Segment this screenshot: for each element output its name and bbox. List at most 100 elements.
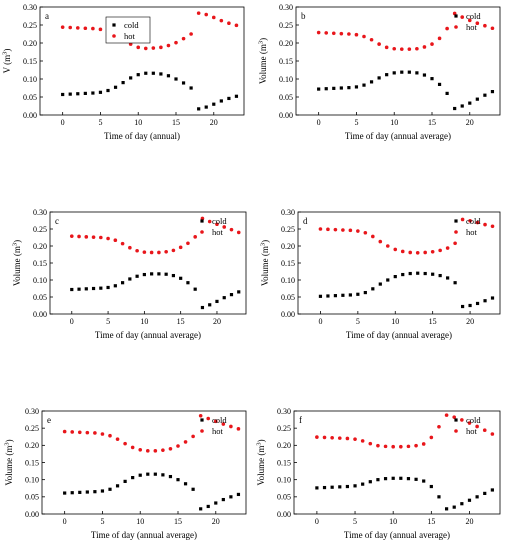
data-point-cold xyxy=(236,492,241,497)
data-point-hot xyxy=(322,435,327,440)
x-tick-label: 10 xyxy=(390,118,398,127)
data-point-hot xyxy=(385,244,390,248)
x-axis-title: Time of day (annual average) xyxy=(91,530,197,540)
y-tick-label: 0.20 xyxy=(277,441,291,450)
x-tick-label: 20 xyxy=(466,118,474,127)
data-point-hot xyxy=(161,448,165,452)
x-tick-label: 5 xyxy=(100,517,104,526)
data-point-cold xyxy=(326,294,330,298)
data-point-hot xyxy=(181,36,186,41)
data-point-cold xyxy=(222,296,226,300)
y-tick-label: 0.10 xyxy=(281,276,295,285)
legend-label-cold: cold xyxy=(466,216,481,226)
data-point-cold xyxy=(407,70,411,74)
data-point-hot xyxy=(475,424,479,429)
data-point-cold xyxy=(368,480,372,484)
legend-marker-cold xyxy=(454,14,458,18)
y-axis-title-sup: 3 xyxy=(256,442,263,445)
data-point-cold xyxy=(215,299,219,304)
data-point-hot xyxy=(337,436,342,440)
data-point-cold xyxy=(378,282,382,286)
data-point-cold xyxy=(415,71,419,75)
y-axis-title-main: Volume (m xyxy=(258,44,268,84)
data-point-cold xyxy=(416,271,420,275)
legend-label-cold: cold xyxy=(212,415,227,425)
data-point-cold xyxy=(393,275,397,279)
data-point-cold xyxy=(401,272,405,277)
data-point-hot xyxy=(100,432,105,436)
data-point-cold xyxy=(229,293,234,297)
data-point-cold xyxy=(408,271,412,276)
series-hot xyxy=(318,217,495,255)
data-point-cold xyxy=(362,83,366,87)
data-point-cold xyxy=(399,476,403,480)
data-point-hot xyxy=(475,220,480,225)
data-point-hot xyxy=(445,246,450,250)
data-point-hot xyxy=(415,251,420,255)
data-point-hot xyxy=(444,413,449,417)
data-point-cold xyxy=(208,303,212,307)
data-point-hot xyxy=(326,227,330,232)
data-point-hot xyxy=(490,224,495,229)
data-point-cold xyxy=(174,77,178,81)
data-point-hot xyxy=(391,444,395,449)
y-tick-label: 0.15 xyxy=(33,259,47,268)
data-point-hot xyxy=(399,47,404,51)
data-point-cold xyxy=(332,86,336,90)
y-axis-title: Volume (m3) xyxy=(258,38,269,84)
data-point-hot xyxy=(171,248,176,253)
x-tick-label: 0 xyxy=(70,317,74,326)
x-axis-title: Time of day (annual) xyxy=(104,131,180,141)
data-point-hot xyxy=(408,250,413,255)
data-point-cold xyxy=(353,484,357,488)
data-point-cold xyxy=(179,276,183,280)
data-point-hot xyxy=(483,222,487,227)
legend-marker-cold xyxy=(112,23,116,27)
x-tick-label: 5 xyxy=(106,317,110,326)
data-point-cold xyxy=(181,81,186,85)
legend-label-hot: hot xyxy=(124,31,136,41)
x-tick-label: 15 xyxy=(174,517,182,526)
data-point-hot xyxy=(142,250,147,254)
data-point-cold xyxy=(85,490,89,494)
data-point-hot xyxy=(406,444,411,449)
data-point-hot xyxy=(204,12,209,17)
y-axis-title-main: Volume (m xyxy=(256,446,266,486)
data-point-hot xyxy=(347,32,351,36)
x-tick-label: 15 xyxy=(172,118,180,127)
data-point-cold xyxy=(70,491,74,495)
y-tick-label: 0.30 xyxy=(277,407,291,416)
y-axis-title: Volume (m3) xyxy=(260,240,271,286)
y-tick-label: 0.20 xyxy=(33,242,47,251)
x-tick-label: 5 xyxy=(353,517,357,526)
y-tick-label: 0.30 xyxy=(23,3,37,12)
panel-letter: f xyxy=(299,415,302,425)
legend-marker-cold xyxy=(200,418,204,422)
data-point-cold xyxy=(98,90,103,94)
x-tick-label: 20 xyxy=(465,517,473,526)
data-point-hot xyxy=(341,228,345,232)
data-point-hot xyxy=(183,440,188,444)
chart-panel-d: 0.00 0.05 0.10 0.15 0.20 0.25 0.30 0 5 10 15 20 Time… xyxy=(260,208,501,340)
y-tick-label: 0.10 xyxy=(279,75,293,84)
data-point-cold xyxy=(157,272,161,276)
data-point-cold xyxy=(453,106,457,111)
y-tick-label: 0.30 xyxy=(279,3,293,12)
panel-letter: d xyxy=(303,216,308,226)
data-point-hot xyxy=(333,227,338,232)
data-point-hot xyxy=(383,444,388,449)
y-axis-title: Volume (m3) xyxy=(12,240,23,286)
y-tick-label: 0.25 xyxy=(279,21,293,30)
y-axis-title-main: Volume (m xyxy=(260,246,270,286)
y-tick-label: 0.00 xyxy=(279,111,293,120)
data-point-cold xyxy=(108,487,112,491)
data-point-hot xyxy=(207,219,212,224)
y-axis-title-sup: 3 xyxy=(258,41,265,44)
data-point-cold xyxy=(386,278,390,282)
data-point-cold xyxy=(356,292,360,296)
data-point-cold xyxy=(197,107,201,111)
series-hot xyxy=(62,414,241,453)
data-point-hot xyxy=(490,26,495,31)
data-point-hot xyxy=(467,421,472,425)
data-point-cold xyxy=(77,287,81,291)
